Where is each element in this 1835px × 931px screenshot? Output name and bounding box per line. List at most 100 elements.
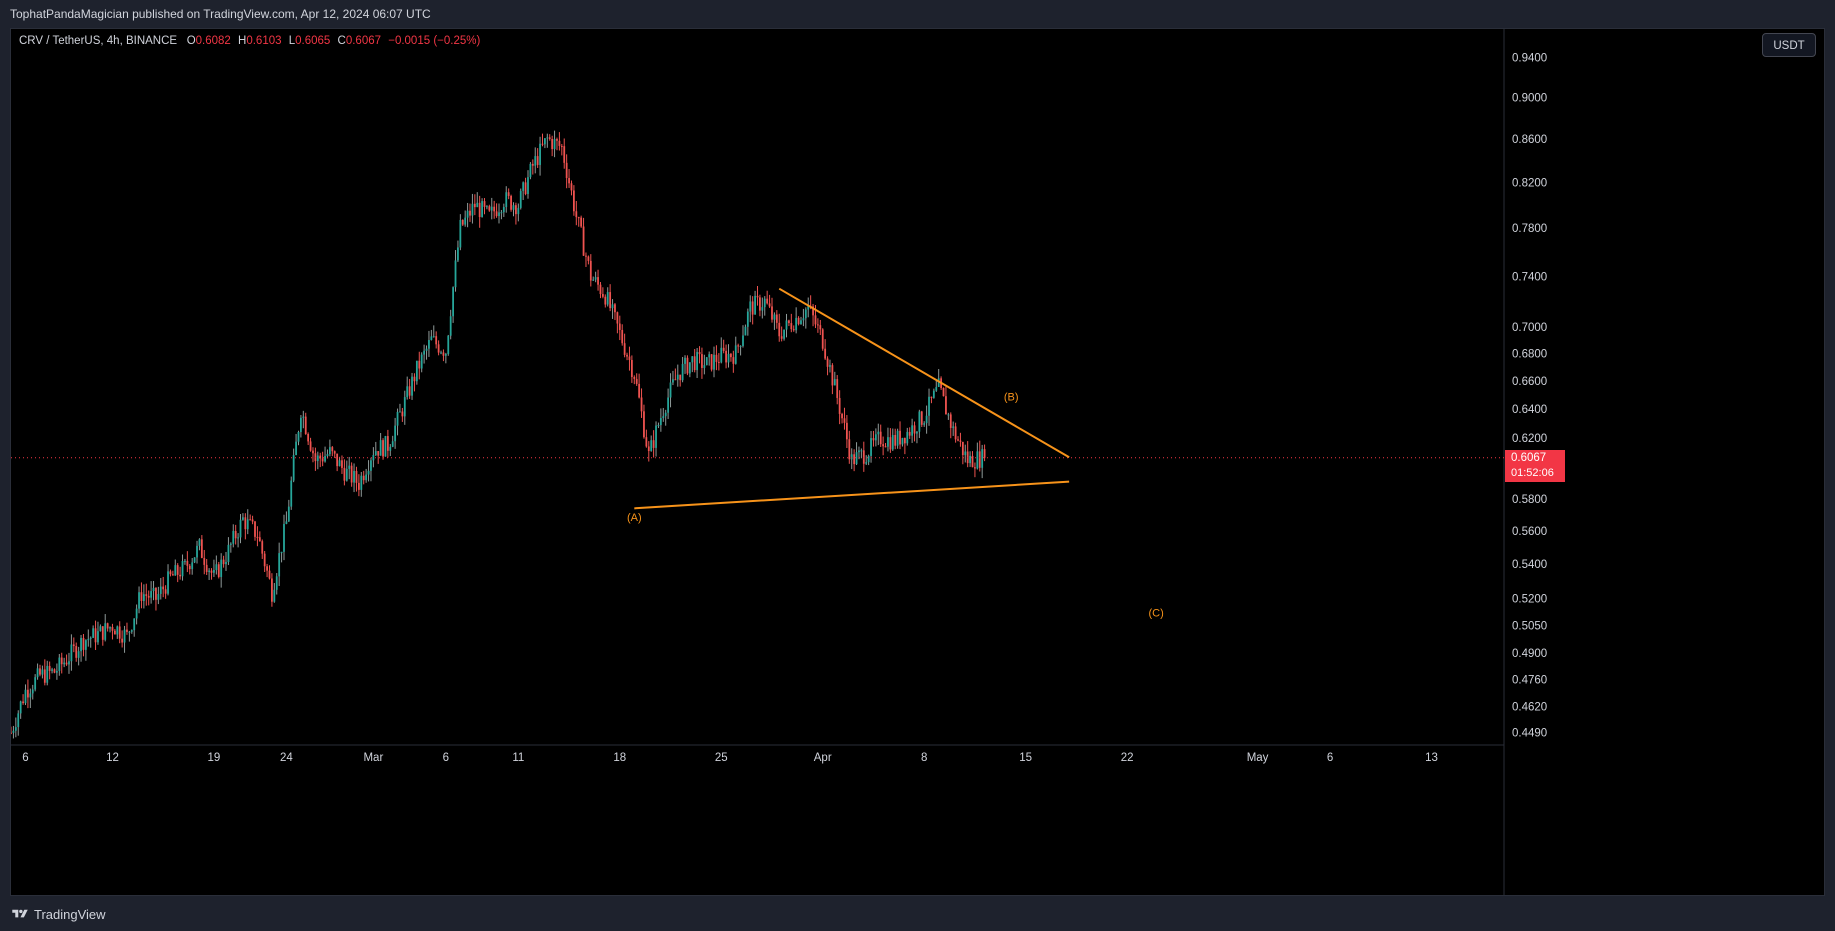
candle-body bbox=[481, 201, 483, 218]
candle-body bbox=[575, 211, 578, 218]
symbol-legend: CRV / TetherUS, 4h, BINANCE O0.6082 H0.6… bbox=[19, 35, 484, 47]
candle-body bbox=[879, 431, 882, 445]
candle-body bbox=[65, 662, 68, 665]
time-tick-label: 13 bbox=[1425, 752, 1438, 764]
candle-body bbox=[894, 434, 897, 446]
candle-body bbox=[780, 336, 783, 339]
candle-body bbox=[978, 451, 981, 468]
candle-body bbox=[891, 434, 894, 450]
candle-body bbox=[877, 431, 880, 435]
candle-body bbox=[275, 576, 278, 590]
trendline-upper[interactable] bbox=[778, 287, 1070, 459]
candle-body bbox=[824, 348, 827, 359]
candle-body bbox=[452, 287, 455, 317]
candle-body bbox=[319, 455, 322, 459]
candle-body bbox=[551, 138, 554, 150]
candle-body bbox=[983, 449, 986, 458]
candle-body bbox=[382, 440, 384, 457]
candle-body bbox=[394, 425, 397, 442]
candle-body bbox=[899, 430, 901, 445]
candle-body bbox=[838, 397, 841, 414]
time-tick-label: 15 bbox=[1019, 752, 1032, 764]
candle-body bbox=[285, 521, 288, 524]
candle-body bbox=[82, 637, 85, 650]
candle-body bbox=[604, 296, 607, 305]
candle-body bbox=[505, 192, 508, 208]
symbol-label[interactable]: CRV / TetherUS, 4h, BINANCE bbox=[19, 35, 178, 47]
candle-body bbox=[650, 440, 653, 452]
candle-body bbox=[449, 316, 452, 336]
trendline-lower[interactable] bbox=[634, 480, 1070, 510]
candle-body bbox=[691, 356, 694, 363]
candle-body bbox=[647, 446, 650, 452]
candle-body bbox=[389, 446, 392, 451]
candle-body bbox=[792, 329, 795, 331]
candle-body bbox=[478, 202, 481, 218]
price-tick-label: 0.6200 bbox=[1512, 433, 1547, 445]
candle-body bbox=[181, 561, 184, 577]
candle-body bbox=[534, 156, 537, 166]
candle-body bbox=[341, 460, 343, 468]
wave-label[interactable]: (A) bbox=[627, 512, 642, 524]
candle-body bbox=[896, 430, 899, 446]
candle-body bbox=[916, 431, 918, 434]
candle-body bbox=[19, 701, 22, 714]
candle-body bbox=[582, 226, 585, 256]
candle-body bbox=[560, 145, 563, 147]
candle-body bbox=[104, 623, 107, 640]
candle-body bbox=[406, 386, 409, 398]
candle-body bbox=[510, 195, 512, 210]
candle-body bbox=[696, 352, 699, 371]
candle-body bbox=[63, 662, 66, 665]
candle-body bbox=[58, 657, 61, 671]
candle-body bbox=[51, 669, 53, 671]
wave-label[interactable]: (B) bbox=[1004, 391, 1019, 403]
candle-body bbox=[251, 519, 254, 522]
candle-body bbox=[309, 441, 312, 451]
wave-label[interactable]: (C) bbox=[1148, 607, 1163, 619]
candle-body bbox=[268, 570, 271, 579]
candle-body bbox=[558, 140, 561, 146]
candle-body bbox=[845, 422, 848, 440]
price-chart[interactable]: (A) (B) (C) 0.9400 0.9000 0.8600 0.8200 0.7800… bbox=[11, 29, 1824, 895]
candle-body bbox=[925, 415, 928, 424]
currency-button[interactable]: USDT bbox=[1762, 33, 1816, 57]
footer-brand[interactable]: TradingView bbox=[10, 903, 106, 925]
candle-body bbox=[766, 298, 769, 304]
candle-body bbox=[913, 425, 916, 434]
candle-body bbox=[17, 713, 20, 728]
price-tick-label: 0.5600 bbox=[1512, 526, 1547, 538]
candle-body bbox=[435, 336, 438, 345]
candle-body bbox=[353, 470, 355, 483]
candle-body bbox=[370, 460, 372, 471]
candle-body bbox=[831, 365, 834, 386]
price-axis: 0.9400 0.9000 0.8600 0.8200 0.7800 0.7400 0.70… bbox=[1512, 53, 1547, 740]
candle-body bbox=[280, 551, 283, 554]
candle-body bbox=[437, 344, 440, 353]
candle-body bbox=[775, 314, 778, 323]
candle-body bbox=[816, 324, 819, 326]
candle-body bbox=[829, 365, 831, 367]
candle-body bbox=[336, 453, 339, 467]
candle-body bbox=[771, 306, 773, 320]
candle-body bbox=[623, 343, 626, 355]
price-tick-label: 0.4620 bbox=[1512, 702, 1547, 714]
candle-body bbox=[39, 668, 41, 675]
candle-body bbox=[459, 219, 462, 248]
candle-body bbox=[536, 156, 539, 165]
candle-body bbox=[461, 219, 464, 225]
candle-body bbox=[848, 439, 851, 460]
price-tick-label: 0.8200 bbox=[1512, 177, 1547, 189]
candle-body bbox=[833, 379, 836, 386]
candle-body bbox=[232, 530, 235, 544]
candle-body bbox=[703, 365, 706, 368]
candle-body bbox=[749, 301, 752, 312]
candle-body bbox=[94, 628, 97, 643]
candle-body bbox=[476, 202, 479, 208]
candle-body bbox=[126, 629, 128, 632]
price-tick-label: 0.5800 bbox=[1512, 494, 1547, 506]
candle-body bbox=[432, 336, 435, 338]
chart-panel[interactable]: (A) (B) (C) 0.9400 0.9000 0.8600 0.8200 0.7800… bbox=[10, 28, 1825, 896]
footer-brand-label: TradingView bbox=[34, 906, 106, 922]
candle-body bbox=[300, 417, 302, 433]
